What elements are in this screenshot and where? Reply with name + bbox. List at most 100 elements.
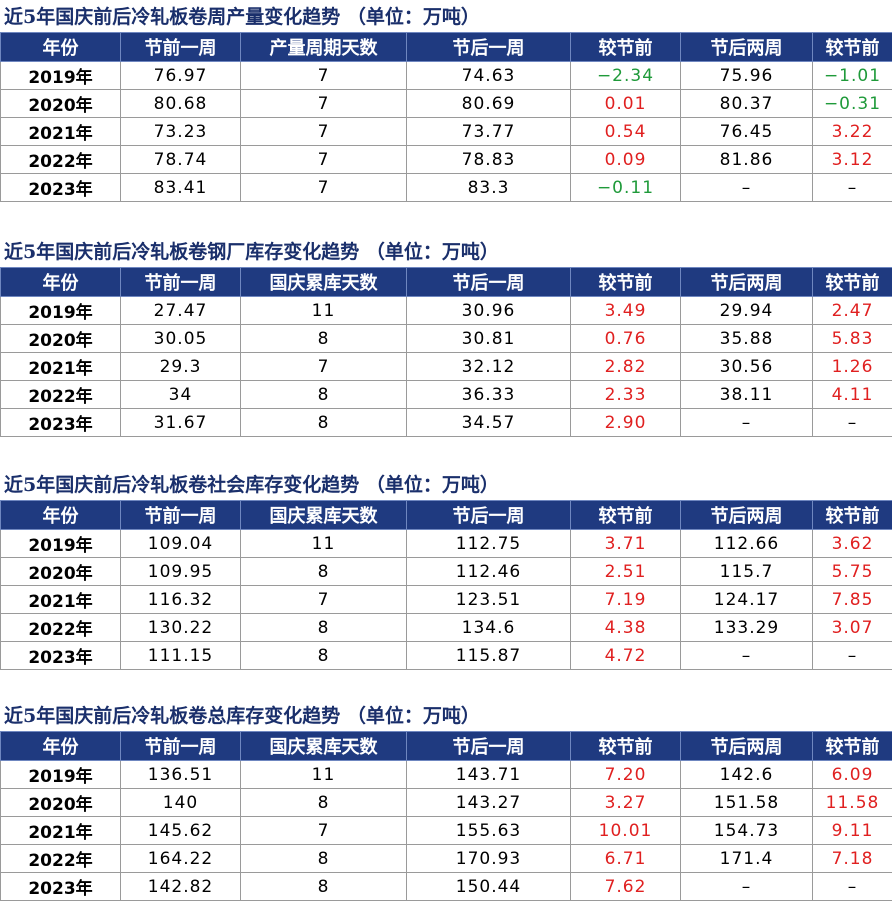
cell-change-2: −1.01: [813, 62, 892, 90]
cell-post-two-weeks: 171.4: [681, 845, 813, 873]
cell-post-week: 123.51: [407, 586, 571, 614]
cell-post-week: 36.33: [407, 381, 571, 409]
cell-pre-week: 76.97: [121, 62, 241, 90]
cell-post-week: 34.57: [407, 409, 571, 437]
header-row: 年份节前一周国庆累库天数节后一周较节前节后两周较节前: [1, 732, 892, 761]
cell-post-week: 83.3: [407, 174, 571, 202]
cell-post-week: 30.81: [407, 325, 571, 353]
cell-post-two-weeks: 29.94: [681, 297, 813, 325]
cell-pre-week: 116.32: [121, 586, 241, 614]
cell-pre-week: 109.95: [121, 558, 241, 586]
cell-change-1: 0.01: [571, 90, 681, 118]
table-title: 近5年国庆前后冷轧板卷社会库存变化趋势 （单位：万吨）: [0, 470, 892, 500]
cell-post-two-weeks: 133.29: [681, 614, 813, 642]
cell-days: 8: [241, 845, 407, 873]
header-change-1: 较节前: [571, 268, 681, 297]
cell-year: 2021年: [1, 353, 121, 381]
header-change-2: 较节前: [813, 732, 892, 761]
cell-post-two-weeks: 35.88: [681, 325, 813, 353]
header-days: 国庆累库天数: [241, 732, 407, 761]
header-days: 国庆累库天数: [241, 501, 407, 530]
cell-post-two-weeks: 151.58: [681, 789, 813, 817]
cell-change-2: 7.85: [813, 586, 892, 614]
header-change-1: 较节前: [571, 732, 681, 761]
cell-post-two-weeks: 80.37: [681, 90, 813, 118]
cell-post-two-weeks: –: [681, 409, 813, 437]
cell-change-1: 7.20: [571, 761, 681, 789]
cell-pre-week: 30.05: [121, 325, 241, 353]
cell-days: 7: [241, 146, 407, 174]
cell-post-week: 143.71: [407, 761, 571, 789]
cell-year: 2019年: [1, 62, 121, 90]
header-year: 年份: [1, 33, 121, 62]
cell-post-week: 134.6: [407, 614, 571, 642]
cell-post-week: 150.44: [407, 873, 571, 901]
header-year: 年份: [1, 732, 121, 761]
cell-pre-week: 83.41: [121, 174, 241, 202]
cell-year: 2022年: [1, 146, 121, 174]
cell-change-1: 3.27: [571, 789, 681, 817]
cell-year: 2023年: [1, 409, 121, 437]
header-post-two-weeks: 节后两周: [681, 33, 813, 62]
cell-days: 11: [241, 761, 407, 789]
cell-year: 2019年: [1, 297, 121, 325]
cell-post-week: 112.75: [407, 530, 571, 558]
cell-change-1: 4.38: [571, 614, 681, 642]
cell-change-2: –: [813, 174, 892, 202]
table-section-2: 近5年国庆前后冷轧板卷钢厂库存变化趋势 （单位：万吨）年份节前一周国庆累库天数节…: [0, 237, 892, 437]
cell-change-1: 7.19: [571, 586, 681, 614]
cell-days: 8: [241, 614, 407, 642]
cell-change-1: 0.54: [571, 118, 681, 146]
cell-change-1: 2.51: [571, 558, 681, 586]
cell-pre-week: 130.22: [121, 614, 241, 642]
cell-year: 2021年: [1, 817, 121, 845]
cell-days: 8: [241, 381, 407, 409]
cell-change-2: −0.31: [813, 90, 892, 118]
cell-year: 2022年: [1, 614, 121, 642]
cell-post-week: 143.27: [407, 789, 571, 817]
cell-days: 7: [241, 586, 407, 614]
cell-change-1: 6.71: [571, 845, 681, 873]
header-post-week: 节后一周: [407, 501, 571, 530]
cell-year: 2020年: [1, 558, 121, 586]
cell-pre-week: 80.68: [121, 90, 241, 118]
cell-change-1: 4.72: [571, 642, 681, 670]
cell-pre-week: 78.74: [121, 146, 241, 174]
cell-days: 8: [241, 558, 407, 586]
header-change-2: 较节前: [813, 501, 892, 530]
cell-days: 8: [241, 642, 407, 670]
cell-post-week: 155.63: [407, 817, 571, 845]
cell-pre-week: 27.47: [121, 297, 241, 325]
cell-change-2: 6.09: [813, 761, 892, 789]
cell-days: 7: [241, 90, 407, 118]
cell-post-two-weeks: 38.11: [681, 381, 813, 409]
cell-pre-week: 164.22: [121, 845, 241, 873]
cell-days: 7: [241, 174, 407, 202]
header-days: 国庆累库天数: [241, 268, 407, 297]
cell-year: 2019年: [1, 761, 121, 789]
header-post-two-weeks: 节后两周: [681, 268, 813, 297]
cell-change-1: 0.09: [571, 146, 681, 174]
cell-pre-week: 111.15: [121, 642, 241, 670]
header-post-two-weeks: 节后两周: [681, 732, 813, 761]
cell-change-2: 5.75: [813, 558, 892, 586]
cell-post-two-weeks: 75.96: [681, 62, 813, 90]
cell-post-week: 30.96: [407, 297, 571, 325]
cell-change-2: 1.26: [813, 353, 892, 381]
header-post-week: 节后一周: [407, 33, 571, 62]
cell-year: 2020年: [1, 789, 121, 817]
table-section-1: 近5年国庆前后冷轧板卷周产量变化趋势 （单位：万吨）年份节前一周产量周期天数节后…: [0, 2, 892, 202]
